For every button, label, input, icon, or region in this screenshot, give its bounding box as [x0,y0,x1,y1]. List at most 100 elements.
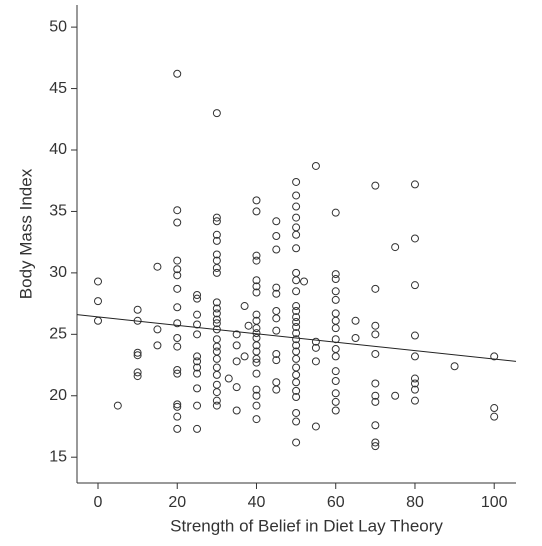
data-point [292,318,301,327]
data-point [232,406,241,415]
data-point [212,401,221,410]
data-point [292,386,301,395]
data-point [193,310,202,319]
data-point [391,243,400,252]
data-point [193,401,202,410]
data-point [193,290,202,299]
data-point [193,384,202,393]
data-point [252,310,261,319]
data-point [252,282,261,291]
data-point [292,378,301,387]
x-tick-label: 80 [406,494,424,511]
data-point [173,402,182,411]
data-point [292,177,301,186]
data-point [212,319,221,328]
data-point [252,401,261,410]
data-point [292,230,301,239]
data-point [244,321,253,330]
data-point [272,326,281,335]
data-point [173,218,182,227]
data-point [292,354,301,363]
data-point [193,363,202,372]
data-point [252,369,261,378]
data-point [272,314,281,323]
data-point [331,295,340,304]
data-point [331,335,340,344]
data-point [371,438,380,447]
data-point [371,330,380,339]
data-point [292,322,301,331]
data-point [232,383,241,392]
data-point [133,351,142,360]
data-point [331,345,340,354]
data-point [212,236,221,245]
data-point [371,321,380,330]
x-tick-label: 60 [327,494,345,511]
data-point [331,270,340,279]
data-point [240,302,249,311]
y-tick-label: 15 [49,448,67,465]
data-point [410,385,419,394]
data-point [212,217,221,226]
data-point [371,349,380,358]
data-point [153,341,162,350]
data-point [371,181,380,190]
data-point [93,316,102,325]
data-point [252,341,261,350]
data-point [292,244,301,253]
data-point [272,378,281,387]
data-point [173,369,182,378]
data-point [252,288,261,297]
data-point [351,334,360,343]
y-tick-label: 20 [49,387,67,404]
data-point [292,329,301,338]
data-point [391,391,400,400]
data-point [272,217,281,226]
data-point [410,331,419,340]
data-point [272,245,281,254]
data-point [311,357,320,366]
data-point [173,69,182,78]
data-point [212,370,221,379]
data-point [371,442,380,451]
data-point [410,396,419,405]
data-point [212,230,221,239]
data-point [331,287,340,296]
data-point [292,213,301,222]
data-point [173,265,182,274]
data-point [93,297,102,306]
data-point [292,335,301,344]
data-point [331,397,340,406]
data-point [252,385,261,394]
data-point [292,408,301,417]
data-point [193,369,202,378]
data-point [292,438,301,447]
data-point [212,388,221,397]
data-point [490,412,499,421]
data-point [272,283,281,292]
y-tick-label: 35 [49,203,67,220]
data-point [232,357,241,366]
data-point [292,341,301,350]
data-point [224,374,233,383]
data-point [331,208,340,217]
data-point [252,207,261,216]
data-point [212,396,221,405]
data-point [173,334,182,343]
data-point [272,349,281,358]
data-point [311,343,320,352]
data-point [371,379,380,388]
data-point [173,412,182,421]
data-point [212,213,221,222]
y-tick-label: 45 [49,80,67,97]
data-point [133,305,142,314]
data-point [272,306,281,315]
data-point [272,289,281,298]
data-point [252,196,261,205]
y-tick-label: 30 [49,264,67,281]
data-point [331,406,340,415]
data-point [292,313,301,322]
data-point [133,368,142,377]
data-point [410,281,419,290]
data-point [272,385,281,394]
